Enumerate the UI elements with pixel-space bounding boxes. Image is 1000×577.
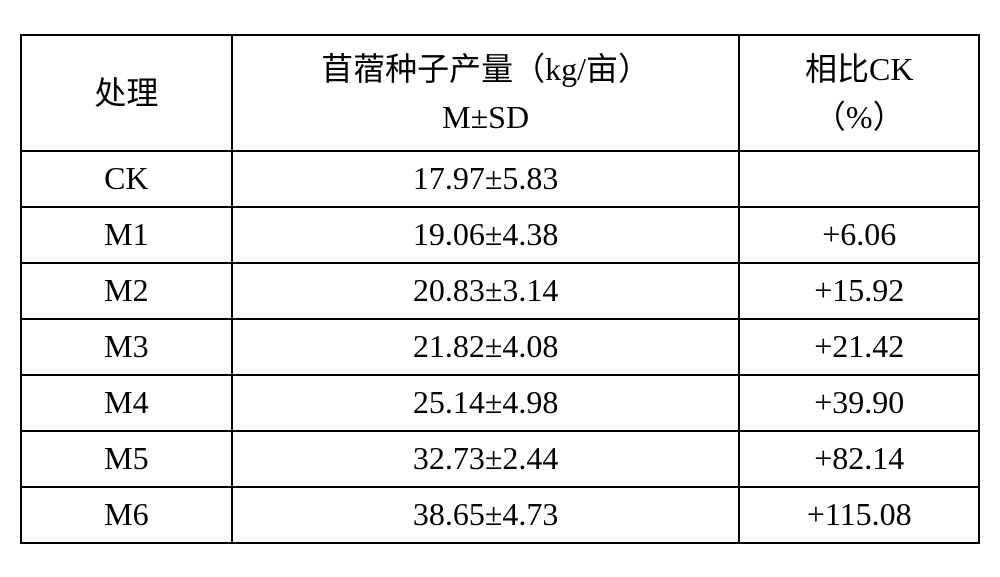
cell-yield: 25.14±4.98 [232,375,740,431]
table-row: M4 25.14±4.98 +39.90 [21,375,979,431]
header-text-line2: M±SD [442,99,529,135]
cell-comparison: +82.14 [739,431,979,487]
cell-yield: 19.06±4.38 [232,207,740,263]
cell-treatment: M1 [21,207,232,263]
table-row: M6 38.65±4.73 +115.08 [21,487,979,543]
cell-treatment: CK [21,151,232,207]
header-treatment: 处理 [21,35,232,151]
header-text-line1: 苜蓿种子产量（kg/亩） [321,51,650,87]
cell-yield: 20.83±3.14 [232,263,740,319]
data-table: 处理 苜蓿种子产量（kg/亩） M±SD 相比CK （%） CK 17.97±5… [20,34,980,544]
cell-yield: 38.65±4.73 [232,487,740,543]
table-row: M1 19.06±4.38 +6.06 [21,207,979,263]
cell-comparison: +39.90 [739,375,979,431]
cell-yield: 32.73±2.44 [232,431,740,487]
table-row: CK 17.97±5.83 [21,151,979,207]
table-header-row: 处理 苜蓿种子产量（kg/亩） M±SD 相比CK （%） [21,35,979,151]
cell-treatment: M6 [21,487,232,543]
cell-treatment: M5 [21,431,232,487]
cell-comparison: +6.06 [739,207,979,263]
header-text-line2: （%） [814,99,905,135]
cell-treatment: M2 [21,263,232,319]
header-text: 处理 [94,75,158,111]
header-comparison: 相比CK （%） [739,35,979,151]
table-row: M5 32.73±2.44 +82.14 [21,431,979,487]
table-row: M3 21.82±4.08 +21.42 [21,319,979,375]
cell-yield: 21.82±4.08 [232,319,740,375]
cell-yield: 17.97±5.83 [232,151,740,207]
cell-comparison [739,151,979,207]
header-yield: 苜蓿种子产量（kg/亩） M±SD [232,35,740,151]
cell-comparison: +15.92 [739,263,979,319]
table-row: M2 20.83±3.14 +15.92 [21,263,979,319]
cell-comparison: +21.42 [739,319,979,375]
cell-treatment: M3 [21,319,232,375]
cell-treatment: M4 [21,375,232,431]
header-text-line1: 相比CK [805,51,913,87]
cell-comparison: +115.08 [739,487,979,543]
